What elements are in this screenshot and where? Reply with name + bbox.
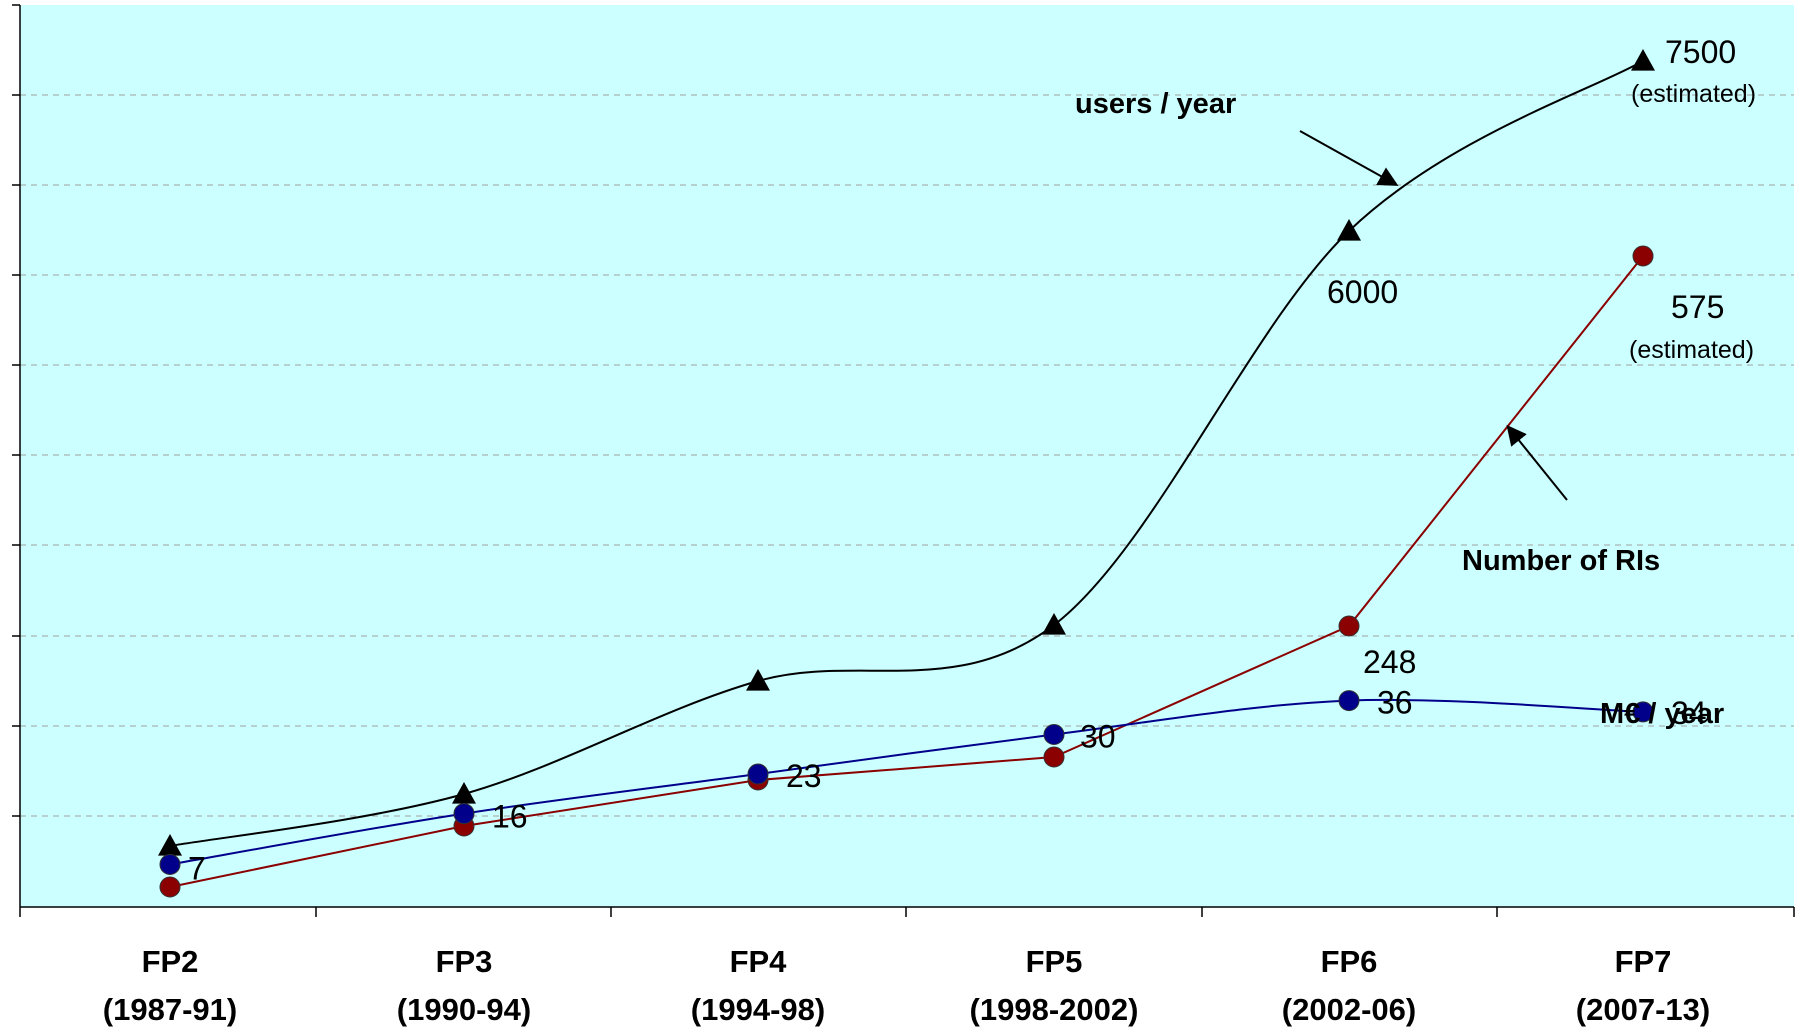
data-note: (estimated): [1631, 80, 1756, 108]
category-period-label: (2002-06): [1282, 992, 1416, 1027]
axes: [12, 4, 1795, 917]
series-line: [169, 60, 1644, 847]
category-label: FP5: [1026, 944, 1083, 979]
data-label: 16: [492, 799, 528, 835]
data-point-circle: [159, 876, 181, 898]
axis-ticks: [12, 4, 1795, 917]
data-point-circle: [747, 763, 769, 785]
series-name-callout: users / year: [1075, 88, 1236, 120]
data-point-circle: [1043, 724, 1065, 745]
series-line: [169, 255, 1644, 888]
data-point-triangle: [746, 669, 770, 691]
data-point-triangle: [1042, 613, 1066, 635]
data-label: 7500: [1665, 34, 1736, 70]
category-labels: FP2 (1987-91) FP3 (1990-94) FP4 (1994-98) FP5 (…: [103, 944, 1710, 1027]
data-point-triangle: [1337, 219, 1361, 241]
data-point-triangle: [1631, 49, 1655, 71]
data-point-circle: [1043, 746, 1065, 768]
category-period-label: (2007-13): [1576, 992, 1710, 1027]
category-period-label: (1994-98): [691, 992, 825, 1027]
data-label: 6000: [1327, 274, 1398, 310]
data-point-circle: [1338, 615, 1360, 637]
data-point-circle: [1632, 701, 1654, 723]
category-period-label: (1998-2002): [970, 992, 1139, 1027]
series-number-of-ris: 248 575 (estimated): [159, 245, 1754, 898]
category-label: FP4: [730, 944, 788, 979]
gridlines: [20, 94, 1794, 817]
series-users-year: 6000 7500 (estimated): [158, 34, 1756, 856]
series-m-year: 7 16 23 30 36 34: [159, 685, 1707, 886]
series-name-callout: Number of RIs: [1462, 545, 1660, 577]
plot-area: [20, 5, 1794, 907]
callout-arrow: [1506, 424, 1568, 501]
category-label: FP3: [436, 944, 493, 979]
data-label: 248: [1363, 644, 1416, 680]
data-label: 23: [786, 758, 822, 794]
category-period-label: (1987-91): [103, 992, 237, 1027]
data-point-circle: [1338, 690, 1360, 712]
series-line: [169, 698, 1644, 866]
data-point-triangle: [158, 834, 182, 856]
data-note: (estimated): [1629, 336, 1754, 364]
data-point-triangle: [452, 782, 476, 804]
data-point-circle: [1632, 245, 1654, 267]
data-label: 575: [1671, 289, 1724, 325]
category-label: FP6: [1321, 944, 1378, 979]
annotations: users / year Number of RIs M€ / year: [1075, 88, 1724, 730]
data-label: 30: [1080, 719, 1116, 755]
category-label: FP2: [142, 944, 199, 979]
category-period-label: (1990-94): [397, 992, 531, 1027]
series-name-callout: M€ / year: [1600, 698, 1724, 730]
category-label: FP7: [1615, 944, 1672, 979]
data-point-circle: [159, 853, 181, 875]
data-label: 34: [1671, 695, 1707, 731]
data-label: 36: [1377, 685, 1413, 721]
data-label: 7: [188, 850, 206, 886]
callout-arrow: [1299, 130, 1399, 186]
series-layer: 60007500(estimated)248575(estimated)7162…: [158, 34, 1756, 898]
data-point-circle: [453, 803, 475, 825]
